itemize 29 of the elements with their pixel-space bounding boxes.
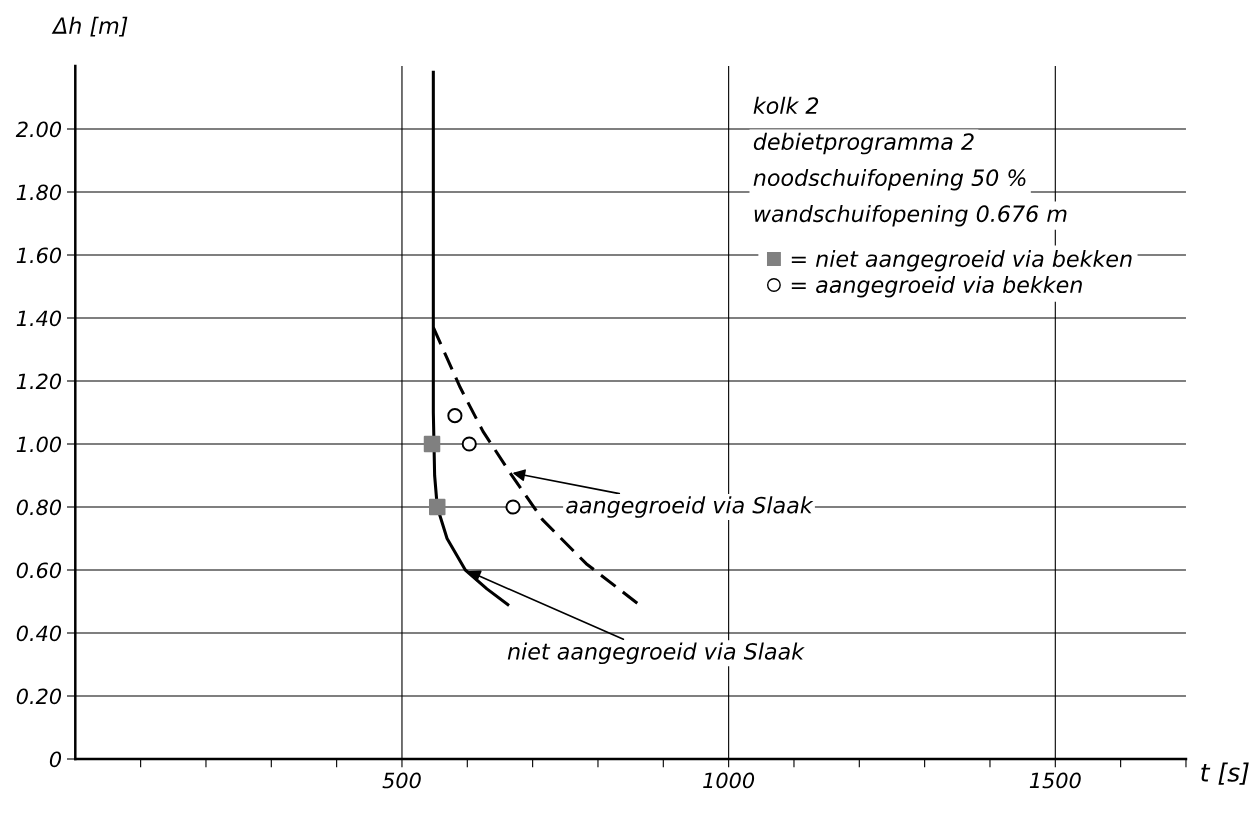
legend-label: = aangegroeid via bekken: [791, 275, 1082, 298]
annotation: wandschuifopening 0.676 m: [754, 204, 1067, 227]
annotation: debietprogramma 2: [753, 132, 974, 155]
x-tick-label: 500: [382, 772, 421, 789]
annotation: kolk 2: [753, 96, 819, 115]
y-tick-label: 1.80: [16, 184, 62, 201]
y-tick-label: 0.20: [16, 688, 62, 705]
annotation: niet aangegroeid via Slaak: [507, 642, 805, 665]
y-tick-label: 0.40: [16, 625, 62, 642]
x-axis-title: t [s]: [1201, 762, 1249, 785]
y-tick-label: 0: [49, 751, 62, 768]
point: [505, 499, 521, 515]
y-tick-label: 0.60: [16, 562, 62, 579]
point: [447, 408, 463, 424]
annotation: aangegroeid via Slaak: [566, 496, 814, 518]
y-tick-label: 0.80: [16, 499, 62, 516]
y-tick-label: 1.40: [16, 310, 62, 327]
point: [423, 435, 441, 453]
y-tick-label: 1.20: [16, 373, 62, 390]
y-axis-title: Δh [m]: [51, 16, 128, 37]
y-tick-label: 2.00: [15, 121, 62, 138]
annotation: noodschuifopening 50 %: [753, 168, 1026, 191]
point: [461, 436, 477, 452]
y-tick-label: 1.00: [16, 436, 62, 453]
x-tick-label: 1000: [703, 772, 755, 789]
legend-label: = niet aangegroeid via bekken: [791, 249, 1132, 272]
point: [429, 498, 446, 516]
x-tick-label: 1500: [1029, 772, 1081, 789]
y-tick-label: 1.60: [16, 247, 62, 264]
